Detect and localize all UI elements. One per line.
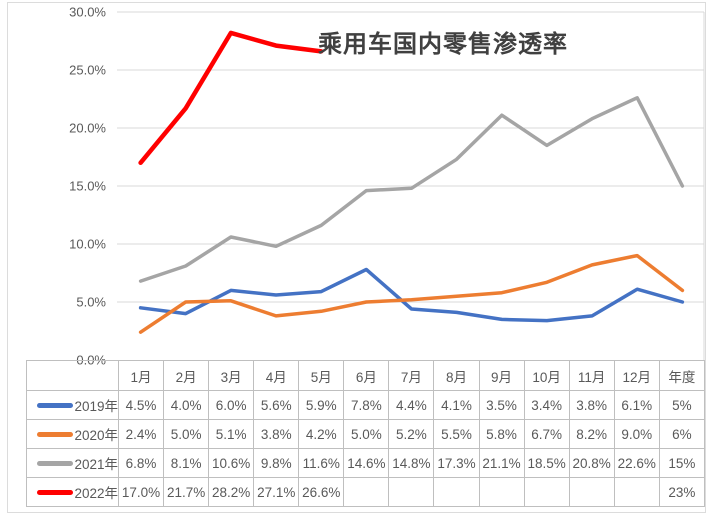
value-cell: 5.5% xyxy=(433,419,480,449)
y-axis-label: 15.0% xyxy=(69,179,106,194)
month-header-cell: 7月 xyxy=(388,360,435,391)
value-cell xyxy=(568,477,615,507)
table-row-2020年: 2020年 2.4% 5.0% 5.1% 3.8% 4.2% 5.0% 5.2% 5.5% 5.8… xyxy=(26,419,706,449)
value-cell: 27.1% xyxy=(253,477,300,507)
table-header-row: 1月 2月 3月 4月 5月 6月 7月 8月 9月 10月 11月 12月 年度 xyxy=(26,360,706,391)
value-cell: 2.4% xyxy=(117,419,165,449)
value-cell: 6.8% xyxy=(117,448,165,478)
month-header-cell: 12月 xyxy=(613,360,660,391)
value-cell: 20.8% xyxy=(568,448,615,478)
value-cell: 6.0% xyxy=(208,390,255,420)
value-cell: 23% xyxy=(658,477,706,507)
month-header-cell: 10月 xyxy=(523,360,570,391)
series-name-label: 2022年 xyxy=(74,486,118,501)
table-row-2022年: 2022年 17.0% 21.7% 28.2% 27.1% 26.6% 23% xyxy=(26,477,706,507)
value-cell: 3.5% xyxy=(478,390,525,420)
value-cell xyxy=(478,477,525,507)
series-name-label: 2021年 xyxy=(74,457,118,472)
value-cell: 21.7% xyxy=(163,477,210,507)
value-cell: 3.8% xyxy=(253,419,300,449)
legend-line-icon xyxy=(37,402,74,408)
table-corner-cell xyxy=(26,360,119,391)
value-cell: 9.0% xyxy=(613,419,660,449)
month-header-cell: 1月 xyxy=(117,360,165,391)
value-cell: 3.4% xyxy=(523,390,570,420)
value-cell: 4.4% xyxy=(388,390,435,420)
series-line-2022年 xyxy=(138,30,324,166)
value-cell: 8.1% xyxy=(163,448,210,478)
y-axis-label: 30.0% xyxy=(69,5,106,20)
value-cell: 11.6% xyxy=(298,448,345,478)
legend-cell-2021年: 2021年 xyxy=(26,448,119,478)
legend-line-icon xyxy=(37,431,74,437)
value-cell: 17.0% xyxy=(117,477,165,507)
series-line-2020年 xyxy=(138,253,685,334)
table-row-2019年: 2019年 4.5% 4.0% 6.0% 5.6% 5.9% 7.8% 4.4% 4.1% 3.5… xyxy=(26,390,706,420)
legend-cell-2022年: 2022年 xyxy=(26,477,119,507)
value-cell: 5.8% xyxy=(478,419,525,449)
legend-line-icon xyxy=(37,460,74,466)
value-cell xyxy=(613,477,660,507)
y-axis-label: 20.0% xyxy=(69,121,106,136)
y-axis-label: 5.0% xyxy=(76,295,106,310)
month-header-cell: 3月 xyxy=(208,360,255,391)
value-cell: 14.6% xyxy=(343,448,390,478)
value-cell xyxy=(343,477,390,507)
value-cell: 22.6% xyxy=(613,448,660,478)
month-header-cell: 年度 xyxy=(658,360,706,391)
legend-cell-2020年: 2020年 xyxy=(26,419,119,449)
value-cell: 15% xyxy=(658,448,706,478)
value-cell: 5.6% xyxy=(253,390,300,420)
y-axis-label: 25.0% xyxy=(69,63,106,78)
value-cell: 5.9% xyxy=(298,390,345,420)
value-cell: 4.5% xyxy=(117,390,165,420)
value-cell: 7.8% xyxy=(343,390,390,420)
series-line-2019年 xyxy=(138,267,685,323)
month-header-cell: 6月 xyxy=(343,360,390,391)
value-cell: 17.3% xyxy=(433,448,480,478)
value-cell: 4.0% xyxy=(163,390,210,420)
value-cell: 5% xyxy=(658,390,706,420)
data-table: 1月 2月 3月 4月 5月 6月 7月 8月 9月 10月 11月 12月 年度 2019年 4.5% 4.… xyxy=(26,360,706,507)
chart-title: 乘用车国内零售渗透率 xyxy=(318,31,568,58)
value-cell: 3.8% xyxy=(568,390,615,420)
value-cell: 18.5% xyxy=(523,448,570,478)
value-cell xyxy=(433,477,480,507)
value-cell: 28.2% xyxy=(208,477,255,507)
value-cell: 5.0% xyxy=(163,419,210,449)
value-cell: 4.1% xyxy=(433,390,480,420)
value-cell: 5.0% xyxy=(343,419,390,449)
month-header-cell: 4月 xyxy=(253,360,300,391)
value-cell: 26.6% xyxy=(298,477,345,507)
value-cell: 5.2% xyxy=(388,419,435,449)
value-cell: 5.1% xyxy=(208,419,255,449)
month-header-cell: 11月 xyxy=(568,360,615,391)
legend-cell-2019年: 2019年 xyxy=(26,390,119,420)
value-cell xyxy=(523,477,570,507)
month-header-cell: 5月 xyxy=(298,360,345,391)
month-header-cell: 9月 xyxy=(478,360,525,391)
series-name-label: 2020年 xyxy=(74,428,118,443)
series-name-label: 2019年 xyxy=(74,399,118,414)
value-cell: 6.7% xyxy=(523,419,570,449)
value-cell: 8.2% xyxy=(568,419,615,449)
value-cell xyxy=(388,477,435,507)
month-header-cell: 8月 xyxy=(433,360,480,391)
month-header-cell: 2月 xyxy=(163,360,210,391)
value-cell: 4.2% xyxy=(298,419,345,449)
value-cell: 6.1% xyxy=(613,390,660,420)
table-row-2021年: 2021年 6.8% 8.1% 10.6% 9.8% 11.6% 14.6% 14.8% 17.… xyxy=(26,448,706,478)
value-cell: 6% xyxy=(658,419,706,449)
legend-line-icon xyxy=(37,489,74,495)
value-cell: 14.8% xyxy=(388,448,435,478)
value-cell: 21.1% xyxy=(478,448,525,478)
value-cell: 10.6% xyxy=(208,448,255,478)
value-cell: 9.8% xyxy=(253,448,300,478)
series-line-2021年 xyxy=(138,96,685,283)
y-axis-label: 10.0% xyxy=(69,237,106,252)
